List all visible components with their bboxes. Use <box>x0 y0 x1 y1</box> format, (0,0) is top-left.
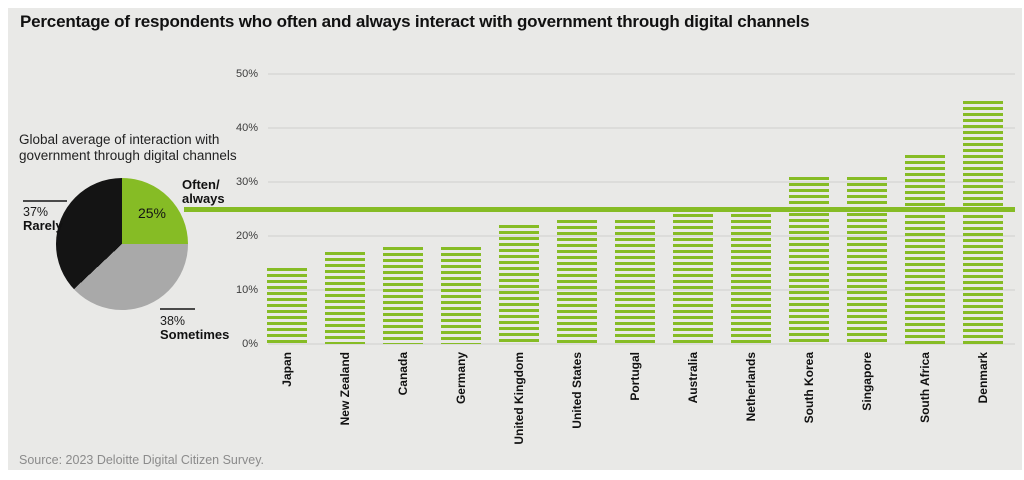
x-label-united-states: United States <box>569 352 584 429</box>
gridline-30% <box>268 181 1015 183</box>
x-label-singapore: Singapore <box>859 352 874 411</box>
y-tick-20%: 20% <box>235 230 258 242</box>
bar-south-africa <box>905 155 945 344</box>
x-label-germany: Germany <box>453 352 468 405</box>
bar-united-kingdom <box>499 225 539 344</box>
bar-japan <box>267 268 307 344</box>
x-label-south-africa: South Africa <box>917 352 932 423</box>
gridline-0% <box>268 343 1015 345</box>
bar-netherlands <box>731 214 771 344</box>
x-label-australia: Australia <box>685 352 700 404</box>
rarely-label: Rarely <box>23 218 63 233</box>
x-label-united-kingdom: United Kingdom <box>511 352 526 445</box>
global-average-line <box>184 206 1015 212</box>
bar-canada <box>383 246 423 344</box>
pie-often-always-value: 25% <box>137 205 167 221</box>
y-tick-30%: 30% <box>235 176 258 188</box>
bar-germany <box>441 246 481 344</box>
x-label-portugal: Portugal <box>627 352 642 401</box>
source-note: Source: 2023 Deloitte Digital Citizen Su… <box>19 453 265 467</box>
gridline-40% <box>268 127 1015 129</box>
bar-australia <box>673 214 713 344</box>
sometimes-value: 38% <box>160 314 186 328</box>
bar-singapore <box>847 176 887 344</box>
pie-chart <box>56 178 188 310</box>
bar-south-korea <box>789 176 829 344</box>
y-tick-40%: 40% <box>235 122 258 134</box>
pie-often-always-label-line1: Often/ <box>182 177 220 192</box>
x-label-netherlands: Netherlands <box>743 352 758 422</box>
bar-united-states <box>557 219 597 344</box>
pie-often-always-label: Often/ always <box>182 178 242 205</box>
y-tick-50%: 50% <box>235 68 258 80</box>
rarely-value: 37% <box>23 205 49 219</box>
x-label-canada: Canada <box>395 352 410 396</box>
pie-often-always-label-line2: always <box>182 190 225 206</box>
x-label-south-korea: South Korea <box>801 352 816 424</box>
bar-denmark <box>963 101 1003 344</box>
rarely-callout-line <box>23 200 67 202</box>
x-label-new-zealand: New Zealand <box>337 352 352 426</box>
bar-portugal <box>615 219 655 344</box>
sometimes-label: Sometimes <box>160 327 230 342</box>
gridline-50% <box>268 73 1015 75</box>
y-tick-10%: 10% <box>235 284 258 296</box>
y-tick-0%: 0% <box>242 338 258 350</box>
bar-new-zealand <box>325 252 365 344</box>
sometimes-callout-line <box>160 308 195 310</box>
pie-caption: Global average of interaction with gover… <box>19 132 237 163</box>
chart-title: Percentage of respondents who often and … <box>20 12 810 31</box>
x-label-denmark: Denmark <box>975 352 990 404</box>
x-label-japan: Japan <box>279 352 294 387</box>
